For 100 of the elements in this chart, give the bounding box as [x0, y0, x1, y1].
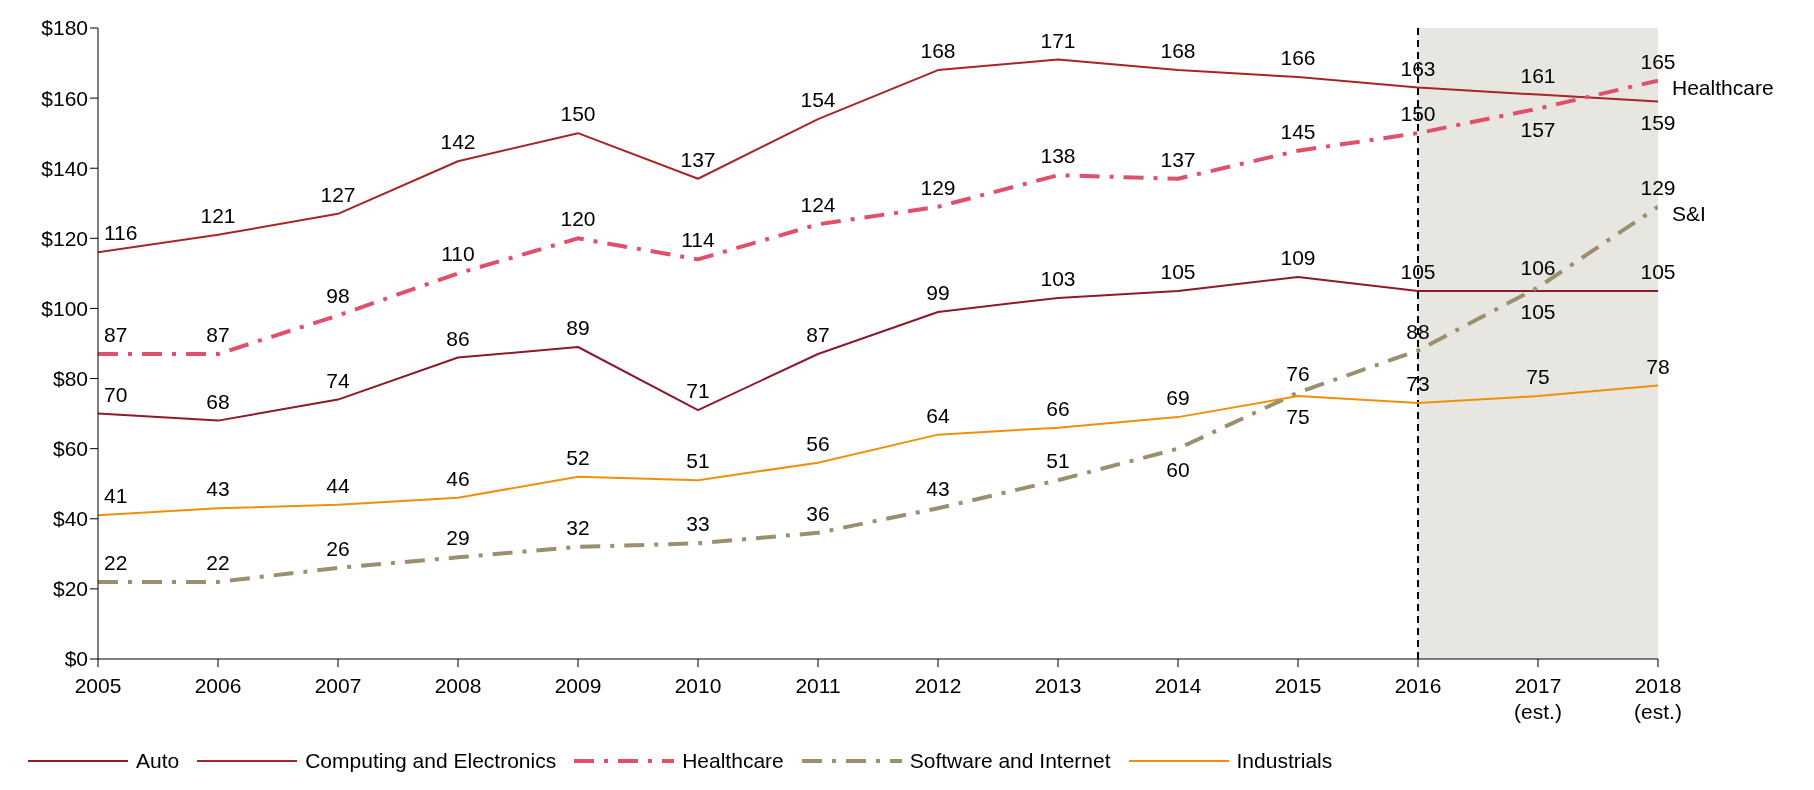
data-label: 105	[1520, 299, 1556, 323]
data-label: 106	[1520, 256, 1556, 280]
data-label: 75	[1526, 365, 1550, 389]
data-label: 129	[920, 175, 956, 199]
data-label: 29	[446, 526, 470, 550]
legend-label: Auto	[136, 749, 180, 773]
y-tick-label: $40	[52, 507, 88, 531]
annotation: Healthcare	[1672, 76, 1774, 100]
data-label: 73	[1406, 372, 1430, 396]
data-label: 52	[566, 445, 590, 469]
y-tick-label: $140	[41, 156, 88, 180]
data-label: 68	[206, 389, 230, 413]
y-tick-label: $100	[41, 296, 88, 320]
data-label: 89	[566, 316, 590, 340]
data-label: 114	[681, 228, 716, 252]
x-tick-label: 2017 (est.)	[1514, 674, 1562, 723]
data-label: 64	[926, 403, 950, 427]
x-tick-label: 2006	[194, 674, 242, 697]
data-label: 86	[446, 326, 470, 350]
data-label: 150	[560, 102, 596, 126]
data-label: 105	[1640, 259, 1676, 283]
data-label: 56	[806, 431, 830, 455]
x-tick-label: 2009	[554, 674, 602, 697]
y-tick-label: $60	[52, 437, 88, 461]
data-label: 120	[560, 207, 596, 231]
x-tick-label: 2007	[314, 674, 362, 697]
legend-label: Computing and Electronics	[305, 749, 557, 773]
y-tick-label: $160	[41, 86, 88, 110]
data-label: 168	[1160, 39, 1196, 63]
data-label: 76	[1286, 361, 1310, 385]
data-label: 142	[440, 130, 476, 154]
data-label: 116	[104, 221, 138, 245]
data-label: 71	[686, 379, 710, 403]
data-label: 70	[104, 382, 128, 406]
data-label: 129	[1640, 175, 1676, 199]
data-label: 163	[1400, 56, 1436, 80]
x-tick-label: 2013	[1034, 674, 1082, 697]
legend-label: Industrials	[1236, 749, 1333, 773]
annotation: S&I	[1672, 202, 1706, 226]
data-label: 159	[1640, 110, 1676, 134]
data-label: 157	[1520, 117, 1556, 141]
legend-label: Healthcare	[682, 749, 784, 773]
data-label: 121	[200, 203, 236, 227]
data-label: 88	[1406, 319, 1430, 343]
x-tick-label: 2015	[1274, 674, 1322, 697]
data-label: 110	[441, 242, 475, 266]
data-label: 78	[1646, 354, 1670, 378]
x-tick-label: 2016	[1394, 674, 1442, 697]
data-label: 109	[1280, 245, 1316, 269]
data-label: 75	[1286, 405, 1310, 429]
data-label: 33	[686, 512, 710, 536]
data-label: 46	[446, 466, 470, 490]
data-label: 99	[926, 280, 950, 304]
data-label: 51	[1046, 449, 1070, 473]
x-tick-label: 2005	[74, 674, 122, 697]
data-label: 150	[1400, 102, 1436, 126]
x-tick-label: 2008	[434, 674, 482, 697]
x-tick-label: 2010	[674, 674, 722, 697]
data-label: 74	[326, 368, 350, 392]
data-label: 44	[326, 473, 350, 497]
data-label: 22	[104, 550, 128, 574]
x-tick-label: 2018 (est.)	[1634, 674, 1682, 723]
legend-label: Software and Internet	[909, 749, 1111, 773]
data-label: 60	[1166, 457, 1190, 481]
data-label: 69	[1166, 386, 1190, 410]
y-tick-label: $180	[41, 16, 88, 40]
data-label: 43	[206, 477, 230, 501]
data-label: 154	[800, 88, 836, 112]
data-label: 105	[1400, 259, 1436, 283]
data-label: 32	[566, 515, 590, 539]
data-label: 168	[920, 39, 956, 63]
data-label: 98	[326, 284, 350, 308]
y-tick-label: $120	[41, 226, 88, 250]
x-tick-label: 2014	[1154, 674, 1202, 697]
data-label: 36	[806, 501, 830, 525]
data-label: 87	[206, 323, 230, 347]
data-label: 43	[926, 477, 950, 501]
data-label: 171	[1040, 28, 1076, 52]
data-label: 145	[1280, 119, 1316, 143]
x-tick-label: 2012	[914, 674, 962, 697]
data-label: 137	[1160, 147, 1196, 171]
data-label: 87	[104, 323, 128, 347]
y-tick-label: $0	[64, 647, 88, 671]
data-label: 26	[326, 536, 350, 560]
data-label: 51	[686, 449, 710, 473]
data-label: 161	[1520, 63, 1556, 87]
data-label: 127	[320, 182, 356, 206]
y-tick-label: $20	[52, 577, 88, 601]
x-tick-label: 2011	[795, 674, 841, 697]
data-label: 138	[1040, 144, 1076, 168]
data-label: 103	[1040, 266, 1076, 290]
data-label: 124	[800, 193, 836, 217]
y-tick-label: $80	[52, 367, 88, 391]
data-label: 165	[1640, 49, 1676, 73]
data-label: 137	[680, 147, 716, 171]
data-label: 166	[1280, 46, 1316, 70]
data-label: 105	[1160, 259, 1196, 283]
data-label: 87	[806, 323, 830, 347]
data-label: 22	[206, 550, 230, 574]
data-label: 66	[1046, 396, 1070, 420]
